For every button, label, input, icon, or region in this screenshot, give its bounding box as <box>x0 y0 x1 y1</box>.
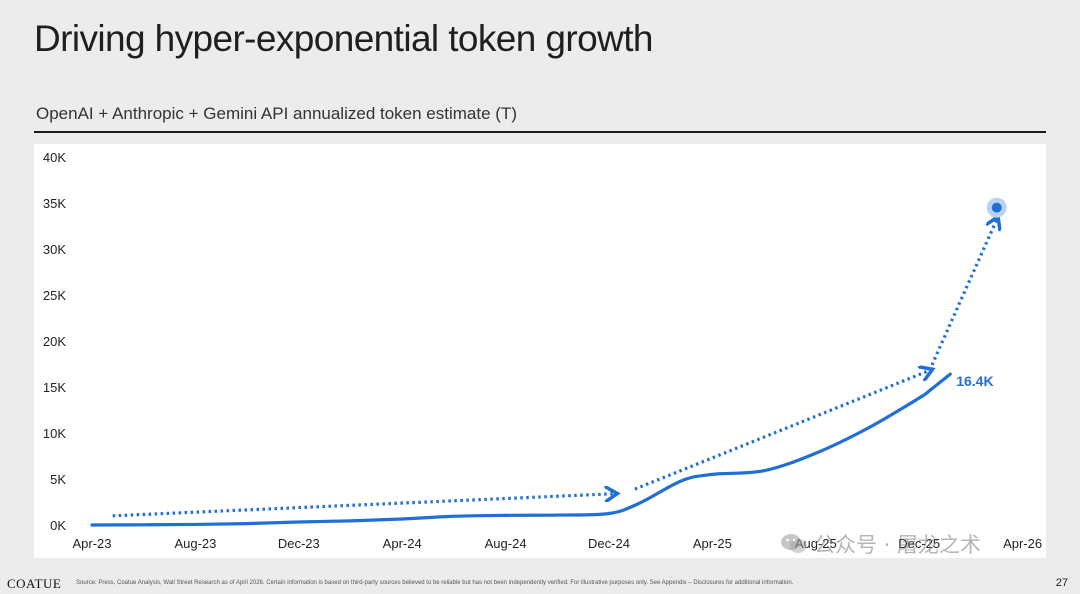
y-tick-label: 10K <box>43 426 66 441</box>
title-divider <box>34 131 1046 133</box>
x-tick-label: Apr-23 <box>72 536 111 551</box>
y-tick-label: 20K <box>43 334 66 349</box>
x-tick-label: Dec-25 <box>898 536 940 551</box>
y-tick-label: 5K <box>50 472 66 487</box>
series-group <box>90 197 1007 527</box>
y-tick-label: 15K <box>43 380 66 395</box>
y-tick-label: 30K <box>43 242 66 257</box>
trend-arrow <box>634 370 930 491</box>
x-tick-label: Apr-26 <box>1003 536 1042 551</box>
y-tick-label: 35K <box>43 196 66 211</box>
x-axis-labels: Apr-23 Aug-23 Dec-23 Apr-24 Aug-24 Dec-24 Apr-… <box>72 536 1042 551</box>
source-footnote: Source: Press, Coatue Analysis, Wall Str… <box>76 580 794 586</box>
x-tick-label: Aug-24 <box>485 536 527 551</box>
chart-panel: 0K 5K 10K 15K 20K 25K 30K 35K 40K Apr-23 Aug-23 De… <box>34 144 1046 558</box>
brand-logo: COATUE <box>7 576 62 591</box>
series-line <box>90 372 952 527</box>
annotations: 16.4K <box>956 373 993 389</box>
watermark-text: 公众号 · 屠龙之术 <box>814 533 982 557</box>
projection-point <box>991 202 1002 213</box>
trend-arrows <box>112 220 997 518</box>
trend-arrow <box>928 220 997 372</box>
page-number: 27 <box>1055 577 1068 589</box>
x-tick-label: Aug-23 <box>174 536 216 551</box>
y-tick-label: 0K <box>50 518 66 533</box>
x-tick-label: Aug-25 <box>795 536 837 551</box>
wechat-icon <box>780 532 808 556</box>
x-tick-label: Apr-25 <box>693 536 732 551</box>
token-growth-chart: 0K 5K 10K 15K 20K 25K 30K 35K 40K Apr-23 Aug-23 De… <box>43 150 1042 551</box>
x-tick-label: Dec-23 <box>278 536 320 551</box>
data-label: 16.4K <box>956 373 993 389</box>
page-title: Driving hyper-exponential token growth <box>34 18 653 59</box>
watermark: 公众号 · 屠龙之术 <box>780 529 981 559</box>
chart-subtitle: OpenAI + Anthropic + Gemini API annualiz… <box>36 104 517 123</box>
y-tick-label: 40K <box>43 150 66 165</box>
x-tick-label: Dec-24 <box>588 536 630 551</box>
y-axis-labels: 0K 5K 10K 15K 20K 25K 30K 35K 40K <box>43 150 66 533</box>
y-tick-label: 25K <box>43 288 66 303</box>
trend-arrow <box>112 494 614 518</box>
x-tick-label: Apr-24 <box>383 536 422 551</box>
